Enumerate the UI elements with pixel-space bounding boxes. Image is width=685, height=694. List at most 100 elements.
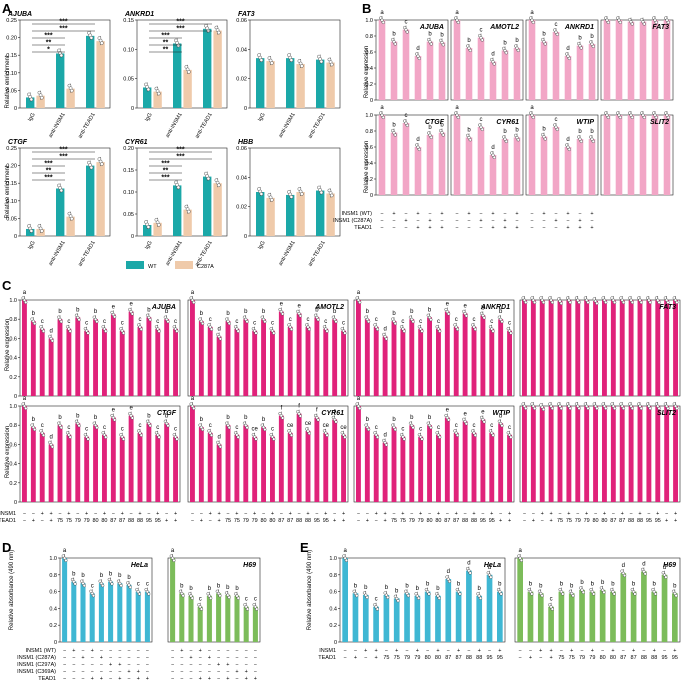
c-cond-1-cell: − (191, 518, 194, 524)
c-ajuba-sig-letter: e (129, 302, 133, 308)
a-ankrd1-category-label: anti-TEAD1 (194, 112, 213, 140)
b-cyr61-bar (513, 137, 521, 195)
c-cyr61-sig-letter: f (298, 404, 300, 410)
c-ajuba-bar (164, 319, 170, 396)
c-ajuba-sig-letter: b (147, 307, 151, 313)
c-wtip-point (402, 437, 406, 441)
c-ctgf-y-tick-label: 0.2 (9, 481, 17, 487)
b-cyr61-point (480, 127, 484, 131)
c-cyr61-point (236, 435, 240, 439)
c-cond-1-cell: 80 (260, 518, 266, 524)
c-cond-0-cell: + (138, 511, 141, 517)
b-fat3-title: FAT3 (652, 24, 669, 31)
c-cyr61-title: CYR61 (321, 410, 344, 417)
d-cond-1-cell: + (245, 669, 248, 675)
c-slit2-bar (637, 406, 643, 502)
b-cond-1-cell: + (491, 225, 494, 231)
c-fat3-bar (593, 300, 598, 396)
c-cond-1-cell: 95 (323, 518, 329, 524)
c-cyr61-bar (270, 436, 275, 502)
e-hela-bar (342, 558, 348, 642)
c-cond-3-cell: + (550, 511, 553, 517)
e-h69-point (550, 607, 554, 611)
c-ajuba-y-tick-label: 0.4 (9, 356, 17, 362)
b-wtip-point (531, 115, 535, 119)
c-cond-0-cell: − (58, 511, 61, 517)
a-ankrd1-sig-stars: ** (163, 40, 169, 47)
a-cyr61-bar (173, 185, 182, 236)
d-cond-1-cell: + (217, 662, 220, 668)
c-cyr61-point (245, 426, 249, 430)
c-cond-0-cell: + (67, 511, 70, 517)
a-fat3-category-label: anti-INSM1 (278, 112, 297, 139)
c-cond-1-cell: + (342, 518, 345, 524)
e-cond-0-cell: + (374, 655, 377, 661)
e-hela-sig-letter: b (436, 586, 440, 592)
c-ctgf-sig-letter: e (112, 408, 116, 414)
c-ajuba-point (24, 300, 28, 304)
e-hela-bar (424, 591, 431, 642)
c-fat3-point (648, 300, 652, 304)
c-ctgf-sig-letter: c (85, 427, 88, 433)
c-cond-3-cell: + (674, 518, 677, 524)
b-cond-0-cell: + (440, 211, 443, 217)
c-cond-1-cell: − (315, 511, 318, 517)
c-ankrd1-sig-letter: c (437, 319, 440, 325)
d-hela-bar (135, 591, 141, 642)
c-ctgf-bar (164, 423, 170, 502)
c-cond-3-cell: − (612, 511, 615, 517)
b-ctgf-point (441, 133, 445, 137)
c-wtip-point (411, 426, 415, 430)
b-cond-0-cell: − (428, 211, 431, 217)
a-cyr61-bar (143, 225, 152, 236)
d-cond-1-cell: + (254, 676, 257, 682)
d-hela-bar (89, 593, 95, 642)
a-ajuba-y-tick-label: 0.05 (6, 88, 17, 94)
e-h69-bar (527, 591, 534, 642)
e-hela-sig-letter: d (447, 569, 450, 575)
c-ankrd1-bar (462, 313, 468, 396)
c-ankrd1-title: ANKRD1 (480, 304, 510, 311)
e-h69-sig-letter: d (663, 565, 666, 571)
c-fat3-point (533, 300, 537, 304)
c-wtip-sig-letter: b (366, 417, 370, 423)
e-cond-0-cell: 80 (425, 655, 431, 661)
d-cond-0-cell: + (91, 648, 94, 654)
e-hela-bar (414, 595, 421, 642)
d-h69-point (218, 594, 222, 598)
c-ankrd1-point (491, 329, 495, 333)
c-slit2-bar (610, 406, 616, 502)
e-hela-point (386, 595, 390, 599)
c-slit2-bar (557, 406, 563, 502)
d-h69-point (199, 607, 204, 611)
b-cyr61-sig-letter: a (455, 105, 459, 111)
b-ajuba-sig-letter: a (380, 10, 384, 16)
d-cond-0-row-label: INSM1 (WT) (25, 648, 56, 654)
a-hbb-y-tick-label: 0.02 (236, 205, 247, 211)
b-ajuba-sig-letter: b (392, 32, 396, 38)
c-cyr61-sig-letter: ce (305, 421, 312, 427)
b-ctgf-sig-letter: b (392, 123, 396, 129)
d-cond-0-cell: − (118, 655, 121, 661)
c-fat3-frame (519, 299, 681, 397)
a-ctgf-point (40, 229, 44, 233)
c-wtip-sig-letter: b (392, 417, 396, 423)
c-wtip-point (358, 406, 362, 410)
c-amotl2-point (254, 331, 258, 335)
c-ajuba-point (166, 320, 170, 324)
c-cond-2-cell: − (392, 511, 395, 517)
b-ctgf-y-tick-label: 0.6 (365, 145, 373, 151)
d-cond-1-cell: + (245, 676, 248, 682)
c-ankrd1-bar (356, 300, 361, 396)
a-ctgf-y-tick-label: 0.20 (6, 164, 17, 170)
a-cyr61-y-tick-label: 0 (131, 234, 134, 240)
c-slit2-bar (673, 406, 678, 502)
c-amotl2-bar (198, 321, 204, 396)
c-amotl2-point (307, 327, 311, 331)
c-ajuba-bar (128, 311, 134, 396)
e-cond-1-cell: − (519, 655, 522, 661)
c-wtip-point (393, 427, 397, 432)
c-cond-3-cell: − (558, 511, 561, 517)
c-amotl2-point (325, 329, 329, 333)
